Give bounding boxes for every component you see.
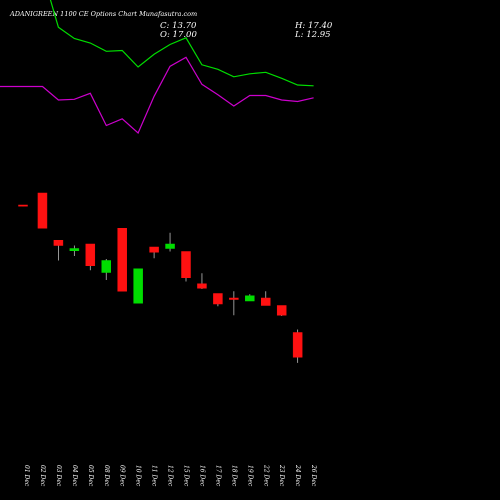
x-tick-label: 24 Dec bbox=[294, 464, 301, 487]
moving-average-line-2 bbox=[0, 56, 314, 134]
open-value: O: 17.00 bbox=[160, 30, 197, 40]
x-axis-labels: 01 Dec 02 Dec 03 Dec 04 Dec 05 Dec 08 Dec 09 D… bbox=[23, 464, 317, 487]
candle-body bbox=[53, 240, 64, 246]
candle-body bbox=[117, 228, 127, 292]
x-tick-label: 23 Dec bbox=[278, 464, 285, 487]
candle-body bbox=[149, 246, 159, 253]
low-value: L: 12.95 bbox=[294, 30, 331, 40]
close-value: C: 13.70 bbox=[160, 21, 197, 31]
candle bbox=[117, 228, 127, 292]
candle-body bbox=[18, 204, 28, 207]
x-tick-label: 12 Dec bbox=[167, 465, 174, 487]
candle bbox=[181, 251, 191, 282]
x-tick-label: 15 Dec bbox=[183, 465, 190, 487]
x-tick-label: 22 Dec bbox=[262, 464, 269, 487]
candle-body bbox=[165, 243, 175, 249]
candle bbox=[261, 291, 271, 306]
candle-body bbox=[229, 297, 239, 300]
candle bbox=[85, 243, 96, 271]
candle bbox=[213, 293, 223, 307]
x-tick-label: 19 Dec bbox=[246, 465, 253, 487]
x-tick-label: 18 Dec bbox=[230, 465, 237, 487]
candle bbox=[292, 329, 303, 363]
x-tick-label: 16 Dec bbox=[198, 465, 205, 487]
x-tick-label: 26 Dec bbox=[310, 464, 317, 487]
high-value: H: 17.40 bbox=[294, 21, 333, 31]
candle-body bbox=[69, 248, 80, 251]
candle-body bbox=[37, 192, 48, 229]
x-tick-label: 05 Dec bbox=[87, 465, 94, 487]
candle bbox=[133, 268, 143, 304]
candle bbox=[37, 192, 48, 229]
candle bbox=[69, 245, 80, 256]
candle-body bbox=[133, 268, 143, 304]
candle bbox=[229, 291, 239, 316]
candle bbox=[245, 294, 255, 302]
candle-layer bbox=[18, 192, 303, 363]
candle-body bbox=[101, 260, 111, 273]
candle bbox=[53, 240, 64, 261]
x-tick-label: 04 Dec bbox=[71, 465, 78, 487]
x-tick-label: 09 Dec bbox=[119, 465, 126, 487]
candle-body bbox=[245, 295, 255, 302]
candle-body bbox=[85, 243, 96, 266]
moving-average-layer bbox=[0, 0, 314, 134]
x-tick-label: 11 Dec bbox=[151, 465, 158, 487]
candle bbox=[149, 246, 159, 259]
candle-body bbox=[197, 283, 207, 289]
candle bbox=[101, 259, 111, 280]
x-tick-label: 17 Dec bbox=[214, 465, 221, 487]
candle bbox=[18, 204, 28, 207]
candle-body bbox=[261, 297, 271, 306]
chart-title: ADANIGREEN 1100 CE Options Chart Munafas… bbox=[9, 10, 197, 18]
candle-body bbox=[181, 251, 191, 278]
x-tick-label: 01 Dec bbox=[23, 465, 30, 487]
x-tick-label: 08 Dec bbox=[103, 465, 110, 487]
x-tick-label: 10 Dec bbox=[135, 465, 142, 487]
moving-average-line-1 bbox=[49, 0, 314, 87]
candle bbox=[276, 305, 287, 316]
candle-body bbox=[292, 332, 303, 358]
candle bbox=[165, 232, 175, 252]
x-tick-label: 03 Dec bbox=[55, 465, 62, 487]
candle bbox=[197, 273, 207, 289]
x-tick-label: 02 Dec bbox=[39, 465, 46, 487]
candle-body bbox=[276, 305, 287, 316]
candle-body bbox=[213, 293, 223, 305]
